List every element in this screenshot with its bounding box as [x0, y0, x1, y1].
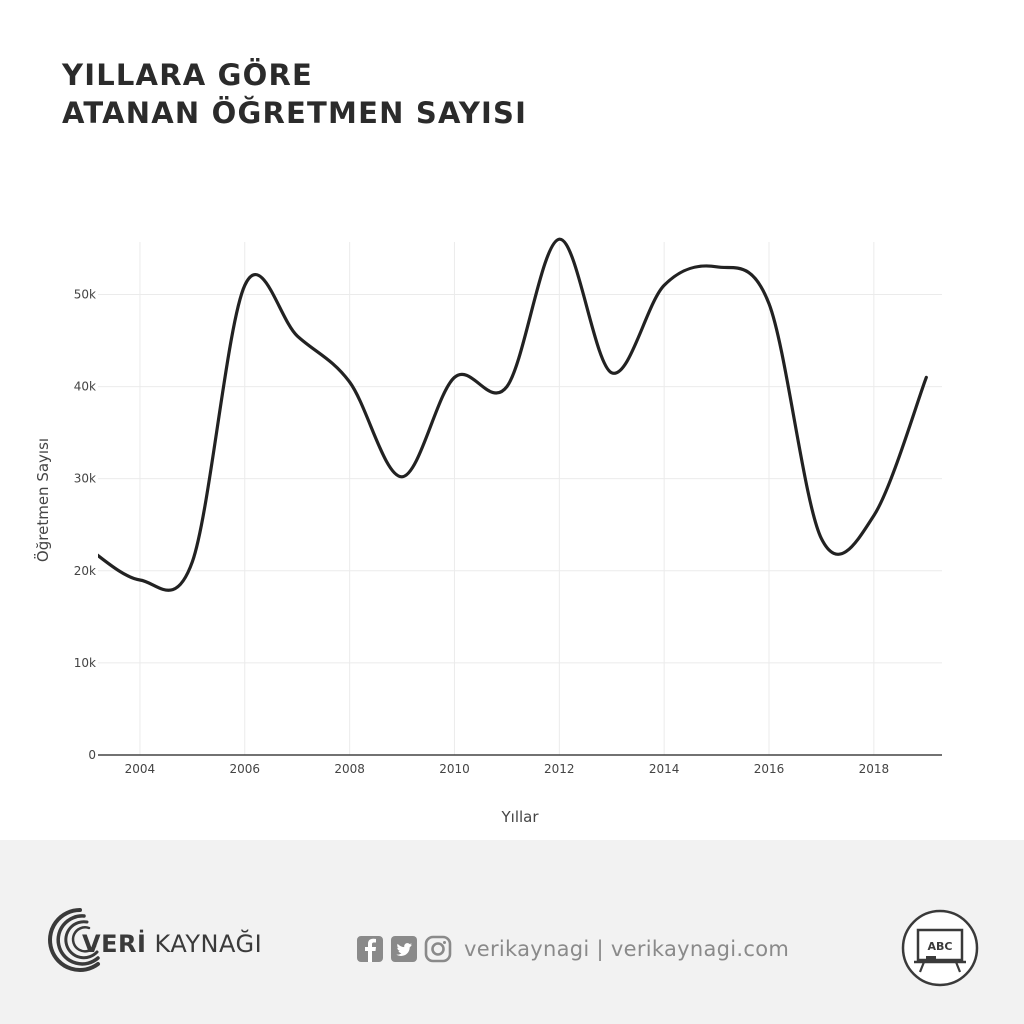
brand-name: VERİ KAYNAĞI: [82, 930, 262, 958]
veri-kaynagi-logo-icon: [48, 908, 100, 972]
series-layer: [98, 237, 928, 592]
badge-text: ABC: [928, 940, 953, 953]
x-tick-label: 2004: [125, 762, 156, 776]
axes: 2004 2006 2008 2010 2012 2014 2016 2018 0 10k 20k 3…: [74, 287, 942, 776]
y-tick-label: 10k: [74, 656, 96, 670]
facebook-icon[interactable]: [356, 935, 384, 963]
grid: [98, 242, 942, 755]
x-tick-label: 2008: [334, 762, 365, 776]
title-line-2: ATANAN ÖĞRETMEN SAYISI: [62, 96, 528, 130]
x-tick-label: 2016: [754, 762, 785, 776]
y-tick-label: 0: [88, 748, 96, 762]
title-line-1: YILLARA GÖRE: [62, 58, 314, 92]
x-tick-label: 2014: [649, 762, 680, 776]
y-tick-label: 50k: [74, 287, 96, 301]
y-tick-label: 20k: [74, 564, 96, 578]
instagram-icon[interactable]: [424, 935, 452, 963]
x-tick-label: 2012: [544, 762, 575, 776]
x-tick-label: 2018: [859, 762, 890, 776]
y-tick-label: 40k: [74, 380, 96, 394]
x-axis-title: Yıllar: [500, 808, 539, 826]
blackboard-badge-icon: ABC: [901, 909, 979, 987]
twitter-icon[interactable]: [390, 935, 418, 963]
brand-rest: KAYNAĞI: [146, 930, 263, 958]
line-chart: 2004 2006 2008 2010 2012 2014 2016 2018 0 10k 20k 3…: [33, 237, 942, 826]
chart-title: YILLARA GÖRE ATANAN ÖĞRETMEN SAYISI: [62, 56, 527, 132]
y-axis-title: Öğretmen Sayısı: [33, 438, 52, 562]
brand-bold: VERİ: [82, 930, 147, 958]
social-links: verikaynagi | verikaynagi.com: [356, 934, 789, 964]
y-tick-label: 30k: [74, 472, 96, 486]
x-tick-label: 2010: [439, 762, 470, 776]
footer: VERİ KAYNAĞI verikaynagi | verikaynagi.c…: [0, 840, 1024, 1024]
social-handle-text[interactable]: verikaynagi | verikaynagi.com: [464, 937, 790, 961]
series-line: [98, 237, 928, 592]
x-tick-label: 2006: [230, 762, 261, 776]
